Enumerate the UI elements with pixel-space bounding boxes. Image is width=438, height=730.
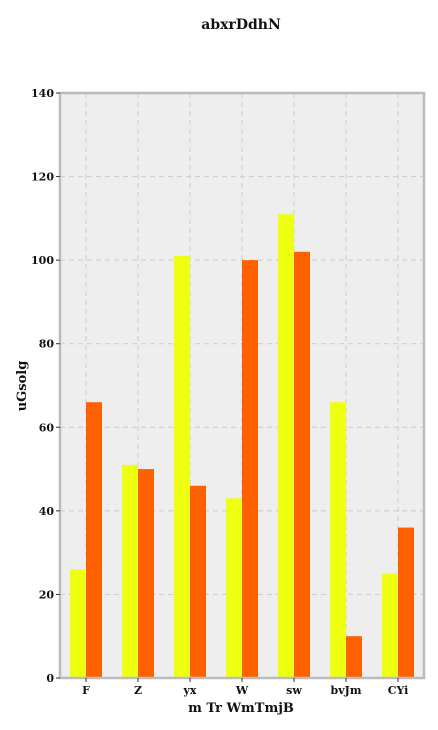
bar-series2-w (242, 260, 258, 678)
bar-series2-cyi (398, 527, 414, 678)
y-tick-label: 20 (39, 588, 55, 601)
x-tick-label: sw (286, 684, 302, 697)
bar-series1-cyi (382, 573, 398, 678)
bar-series2-bvjm (346, 636, 362, 678)
y-tick-label: 120 (31, 171, 54, 184)
y-tick-label: 0 (46, 672, 54, 685)
x-tick-label: W (235, 684, 249, 697)
y-tick-label: 40 (39, 505, 55, 518)
x-tick-label: bvJm (331, 684, 362, 697)
bar-series1-w (226, 498, 242, 678)
bars (70, 214, 414, 679)
x-tick-label: yx (183, 684, 197, 697)
bar-series2-z (138, 469, 154, 678)
x-tick-label: CYi (388, 684, 409, 697)
y-axis-ticks: 0 20 40 60 80 100 120 140 (31, 87, 60, 685)
bar-series1-z (122, 464, 138, 678)
bar-series2-sw (294, 251, 310, 679)
y-tick-label: 100 (31, 254, 54, 267)
bar-series1-bvjm (330, 402, 346, 678)
y-tick-label: 60 (39, 421, 55, 434)
x-axis-label: m Tr WmTmjB (188, 701, 294, 716)
chart-title: abxrDdhN (201, 17, 281, 33)
y-axis-label: uGsolg (15, 361, 30, 412)
bar-series1-f (70, 569, 86, 678)
y-tick-label: 80 (39, 338, 55, 351)
x-tick-label: Z (134, 684, 142, 697)
bar-series1-yx (174, 255, 190, 678)
bar-series2-f (86, 402, 102, 678)
y-tick-label: 140 (31, 87, 54, 100)
x-tick-label: F (82, 684, 90, 697)
bar-series1-sw (278, 214, 294, 678)
bar-series2-yx (190, 485, 206, 678)
